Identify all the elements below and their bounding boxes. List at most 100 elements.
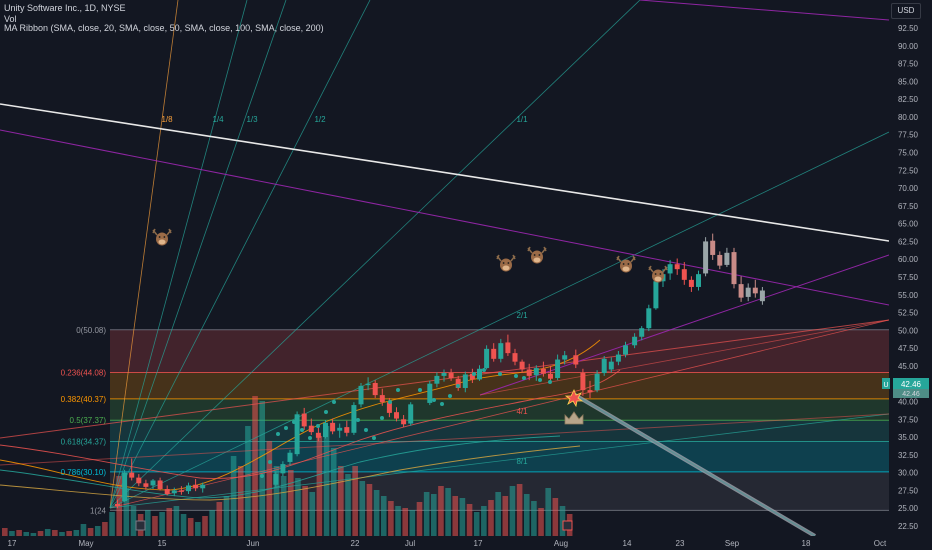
fib-level-label: 0.618(34.37) — [61, 438, 107, 447]
price-tick-label: 27.50 — [898, 486, 919, 495]
gann-fan-label: 1/1 — [516, 115, 528, 124]
candle-body — [178, 490, 184, 492]
price-tick-label: 85.00 — [898, 77, 919, 86]
ma-ribbon-legend[interactable]: MA Ribbon (SMA, close, 20, SMA, close, 5… — [4, 23, 324, 33]
trend-dot — [364, 428, 368, 432]
candle-body — [498, 343, 504, 359]
candle-body — [519, 361, 525, 370]
trend-dot — [300, 428, 304, 432]
bull-horns — [648, 265, 668, 273]
trend-dot — [418, 388, 422, 392]
trend-dot — [388, 400, 392, 404]
candle-body — [696, 274, 701, 287]
volume-bar — [66, 531, 72, 536]
candle-body — [427, 383, 433, 403]
candle-body — [738, 284, 744, 298]
volume-bar — [366, 484, 373, 536]
volume-bar — [252, 396, 258, 536]
volume-bar — [309, 492, 316, 536]
candle-body — [731, 252, 737, 285]
projection-line-core — [574, 394, 816, 536]
trendline-white — [0, 103, 889, 242]
volume-bar — [52, 530, 58, 536]
bull-horns — [527, 246, 547, 254]
trend-dot — [356, 418, 360, 422]
candle-body — [315, 432, 321, 438]
trend-dot — [284, 426, 288, 430]
price-tick-label: 90.00 — [898, 42, 919, 51]
time-tick-label: Oct — [874, 539, 887, 548]
bull-snout — [158, 239, 166, 245]
volume-bar — [94, 526, 101, 536]
volume-bar — [109, 512, 115, 536]
volume-bar — [223, 496, 230, 536]
candle-body — [193, 484, 199, 489]
gann-fan-label: 1/8 — [161, 115, 173, 124]
candle-body — [379, 395, 385, 403]
bull-eye — [622, 263, 625, 265]
candle-body — [448, 373, 454, 379]
bull-head-icon — [496, 254, 516, 272]
fib-band — [110, 441, 889, 472]
volume-bar — [516, 484, 523, 536]
symbol-title[interactable]: Unity Software Inc., 1D, NYSE — [4, 3, 126, 13]
event-marker-icon — [135, 520, 146, 531]
trend-dot — [538, 378, 542, 382]
bull-head-icon — [616, 255, 636, 273]
candle-body — [512, 353, 518, 362]
explosion-icon — [564, 389, 584, 408]
candle-body — [623, 345, 628, 355]
symbol-marker-label: U — [883, 382, 888, 389]
last-price-badge — [893, 377, 929, 389]
trend-dot — [482, 368, 486, 372]
time-tick-label: 17 — [474, 539, 483, 548]
candle-body — [455, 378, 461, 388]
bull-eye — [158, 236, 161, 238]
time-tick-label: 14 — [623, 539, 632, 548]
candle-body — [533, 368, 539, 376]
symbol-marker — [882, 377, 890, 389]
volume-bar — [438, 486, 444, 536]
candle-body — [129, 472, 135, 478]
candle-body — [330, 422, 336, 432]
gann-fan-label: 8/1 — [516, 457, 528, 466]
time-tick-label: 22 — [351, 539, 360, 548]
volume-bar — [2, 528, 8, 536]
price-tick-label: 67.50 — [898, 202, 919, 211]
volume-bar — [288, 470, 294, 536]
candle-body — [745, 287, 751, 297]
fib-band — [110, 372, 889, 399]
price-tick-label: 37.50 — [898, 415, 919, 424]
plot-layer: 0(50.08) 0.236(44.08) 0.382(40.37) 0.5(37.3… — [0, 0, 889, 536]
candle-body — [469, 373, 475, 380]
candle-body — [580, 373, 586, 391]
price-tick-label: 57.50 — [898, 273, 919, 282]
currency-button[interactable]: USD — [891, 3, 921, 19]
candle-body — [115, 503, 120, 507]
price-tick-label: 25.00 — [898, 504, 919, 513]
volume-bar — [330, 448, 337, 536]
volume-legend[interactable]: Vol — [4, 14, 17, 24]
time-tick-label: 17 — [8, 539, 17, 548]
volume-bar — [473, 512, 480, 536]
candle-body — [477, 368, 482, 380]
explosion-shape — [564, 389, 584, 408]
candle-body — [287, 452, 293, 462]
time-tick-label: 18 — [802, 539, 811, 548]
trend-dot — [464, 378, 468, 382]
volume-bar — [502, 496, 509, 536]
volume-bar — [166, 508, 173, 536]
volume-bar — [409, 510, 416, 536]
volume-bar — [216, 502, 223, 536]
bull-eye — [654, 273, 657, 275]
candle-body — [615, 354, 621, 362]
trend-dot — [548, 380, 552, 384]
moving-average-line — [0, 435, 561, 499]
candle-body — [337, 427, 343, 431]
volume-bar — [345, 474, 351, 536]
trend-dot — [268, 460, 272, 464]
trend-dot — [276, 432, 280, 436]
volume-bar — [488, 500, 494, 536]
candle-body — [157, 480, 163, 490]
